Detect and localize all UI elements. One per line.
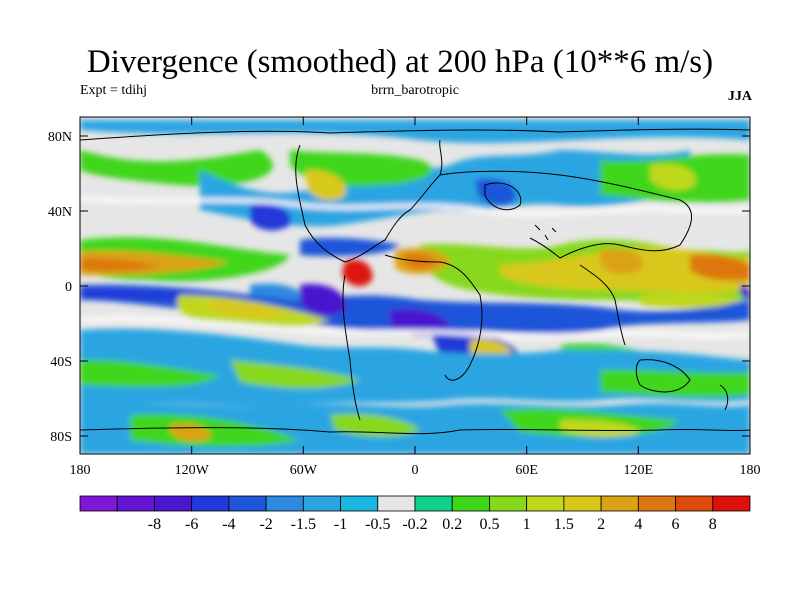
divergence-shading: [80, 120, 750, 454]
colorbar-swatch: [154, 495, 193, 512]
lat-ticks: [80, 135, 750, 437]
colorbar-label: 1: [523, 516, 531, 533]
colorbar-label: -8: [148, 516, 161, 533]
colorbar: -8 -6 -4 -2 -1.5 -1 -0.5 -0.2 0.2 0.5 1 1.5 2 4 6 8: [79, 495, 751, 533]
colorbar-swatch: [265, 495, 304, 512]
colorbar-swatch: [489, 495, 528, 512]
lat-label: 80N: [48, 130, 72, 145]
lon-label: 60E: [515, 463, 538, 478]
lat-label: 0: [65, 280, 72, 295]
colorbar-label: 8: [709, 516, 717, 533]
colorbar-swatch: [451, 495, 490, 512]
colorbar-label: 0.5: [479, 516, 499, 533]
colorbar-swatch: [340, 495, 379, 512]
colorbar-swatch: [637, 495, 676, 512]
lat-label: 40N: [48, 205, 72, 220]
colorbar-swatch: [302, 495, 341, 512]
colorbar-label: -0.5: [365, 516, 390, 533]
colorbar-swatch: [414, 495, 453, 512]
lat-label: 40S: [50, 355, 72, 370]
lon-label: 60W: [290, 463, 318, 478]
lon-label: 0: [412, 463, 419, 478]
colorbar-swatch: [600, 495, 639, 512]
season-label: JJA: [727, 89, 752, 104]
divergence-field: [80, 117, 750, 454]
colorbar-swatch: [675, 495, 714, 512]
colorbar-label: -4: [222, 516, 235, 533]
model-label: brrn_barotropic: [371, 83, 459, 98]
lon-label: 120W: [175, 463, 210, 478]
colorbar-label: 2: [597, 516, 605, 533]
colorbar-swatch: [116, 495, 155, 512]
colorbar-swatch: [377, 495, 416, 512]
colorbar-swatch: [191, 495, 230, 512]
lat-label: 80S: [50, 430, 72, 445]
colorbar-swatch: [79, 495, 118, 512]
lon-label: 120E: [624, 463, 654, 478]
colorbar-label: -2: [259, 516, 272, 533]
colorbar-swatch: [228, 495, 267, 512]
colorbar-label: -6: [185, 516, 198, 533]
colorbar-label: 4: [634, 516, 642, 533]
colorbar-label: 1.5: [554, 516, 574, 533]
colorbar-swatch: [563, 495, 602, 512]
colorbar-swatch: [712, 495, 751, 512]
experiment-label: Expt = tdihj: [80, 83, 148, 98]
colorbar-label: -0.2: [402, 516, 427, 533]
colorbar-label: 6: [672, 516, 680, 533]
lon-label: 180: [740, 463, 761, 478]
coastlines: [80, 128, 750, 435]
colorbar-label: -1: [334, 516, 347, 533]
chart-title: Divergence (smoothed) at 200 hPa (10**6 …: [86, 44, 714, 80]
colorbar-swatch: [526, 495, 565, 512]
colorbar-label: 0.2: [442, 516, 462, 533]
lon-label: 180: [70, 463, 91, 478]
colorbar-label: -1.5: [291, 516, 316, 533]
lon-ticks: [79, 117, 751, 454]
